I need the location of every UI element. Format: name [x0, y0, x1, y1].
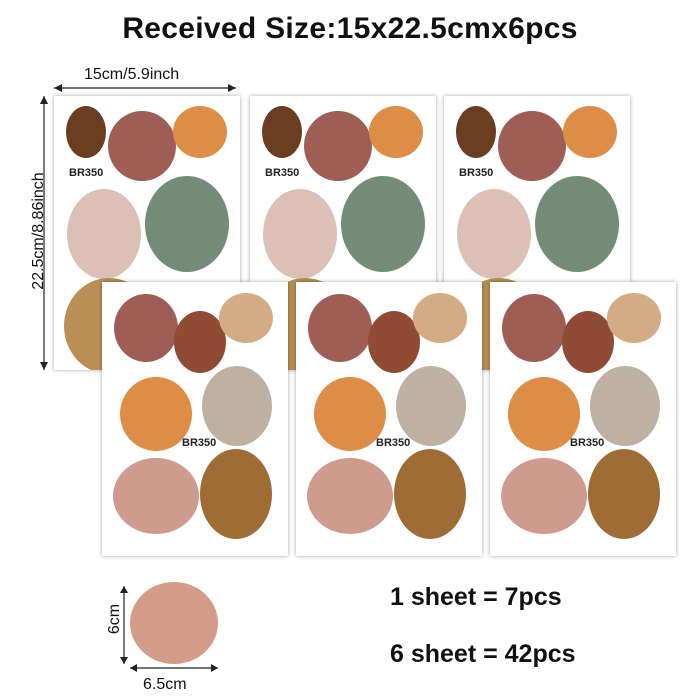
sheet-code: BR350: [69, 167, 104, 179]
sheet-code: BR350: [570, 437, 605, 449]
page-title: Received Size:15x22.5cmx6pcs: [122, 12, 578, 45]
dot-sample: [130, 582, 218, 664]
pieces-total: 6 sheet = 42pcs: [390, 640, 576, 668]
sticker-sheet-front-3: BR350: [490, 282, 676, 556]
sheet-code: BR350: [376, 437, 411, 449]
sheet-code: BR350: [459, 167, 494, 179]
sticker-sheet-front-2: BR350: [296, 282, 482, 556]
dot-width-label: 6.5cm: [143, 676, 187, 693]
sheet-width-label: 15cm/5.9inch: [84, 66, 180, 83]
sheet-code: BR350: [182, 437, 217, 449]
sheet-code: BR350: [265, 167, 300, 179]
pieces-per-sheet: 1 sheet = 7pcs: [390, 583, 562, 611]
sheet-height-label: 22.5cm/8.86inch: [30, 172, 47, 290]
dot-height-label: 6cm: [106, 603, 123, 635]
sticker-sheet-front-1: BR350: [102, 282, 288, 556]
